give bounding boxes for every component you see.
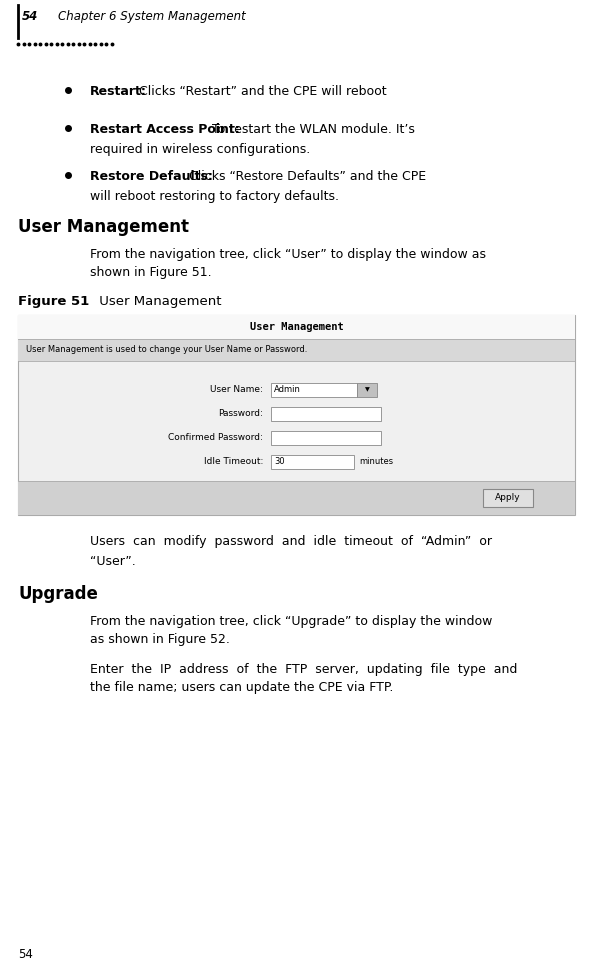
Text: Upgrade: Upgrade (18, 585, 98, 603)
Text: “User”.: “User”. (90, 555, 135, 568)
Text: as shown in Figure 52.: as shown in Figure 52. (90, 633, 230, 646)
Text: 30: 30 (275, 458, 285, 467)
Bar (18, 315, 575, 515)
Text: minutes: minutes (359, 458, 393, 467)
Text: Restore Defaults:: Restore Defaults: (90, 170, 213, 183)
Bar (272, 455, 354, 469)
Text: User Management: User Management (249, 322, 343, 332)
Text: Clicks “Restore Defaults” and the CPE: Clicks “Restore Defaults” and the CPE (185, 170, 426, 183)
Text: Confirmed Password:: Confirmed Password: (168, 434, 263, 442)
Bar (357, 383, 377, 397)
Text: User Name:: User Name: (210, 386, 263, 394)
Text: Admin: Admin (275, 386, 302, 394)
Text: User Management is used to change your User Name or Password.: User Management is used to change your U… (26, 345, 307, 355)
Text: User Management: User Management (18, 218, 189, 236)
Text: Chapter 6 System Management: Chapter 6 System Management (58, 10, 246, 23)
Text: Apply: Apply (495, 494, 521, 502)
Bar (272, 383, 357, 397)
Bar (483, 489, 533, 507)
Text: the file name; users can update the CPE via FTP.: the file name; users can update the CPE … (90, 681, 394, 694)
Text: Users  can  modify  password  and  idle  timeout  of  “Admin”  or: Users can modify password and idle timeo… (90, 535, 492, 548)
Text: 54: 54 (18, 948, 33, 961)
Bar (272, 431, 381, 445)
Text: Password:: Password: (218, 410, 263, 418)
Bar (18, 315, 575, 339)
Text: will reboot restoring to factory defaults.: will reboot restoring to factory default… (90, 190, 339, 203)
Text: Restart:: Restart: (90, 85, 147, 98)
Text: shown in Figure 51.: shown in Figure 51. (90, 266, 211, 279)
Text: 54: 54 (22, 10, 38, 23)
Text: Restart Access Point:: Restart Access Point: (90, 123, 240, 136)
Text: Idle Timeout:: Idle Timeout: (204, 458, 263, 467)
Text: User Management: User Management (95, 295, 221, 308)
Text: Enter  the  IP  address  of  the  FTP  server,  updating  file  type  and: Enter the IP address of the FTP server, … (90, 663, 517, 676)
Bar (18, 339, 575, 361)
Text: Clicks “Restart” and the CPE will reboot: Clicks “Restart” and the CPE will reboot (135, 85, 386, 98)
Text: From the navigation tree, click “Upgrade” to display the window: From the navigation tree, click “Upgrade… (90, 615, 492, 628)
Text: From the navigation tree, click “User” to display the window as: From the navigation tree, click “User” t… (90, 248, 486, 261)
Text: To restart the WLAN module. It’s: To restart the WLAN module. It’s (208, 123, 414, 136)
Bar (272, 407, 381, 421)
Text: ▼: ▼ (365, 388, 370, 392)
Bar (18, 481, 575, 515)
Text: Figure 51: Figure 51 (18, 295, 89, 308)
Text: required in wireless configurations.: required in wireless configurations. (90, 143, 310, 156)
